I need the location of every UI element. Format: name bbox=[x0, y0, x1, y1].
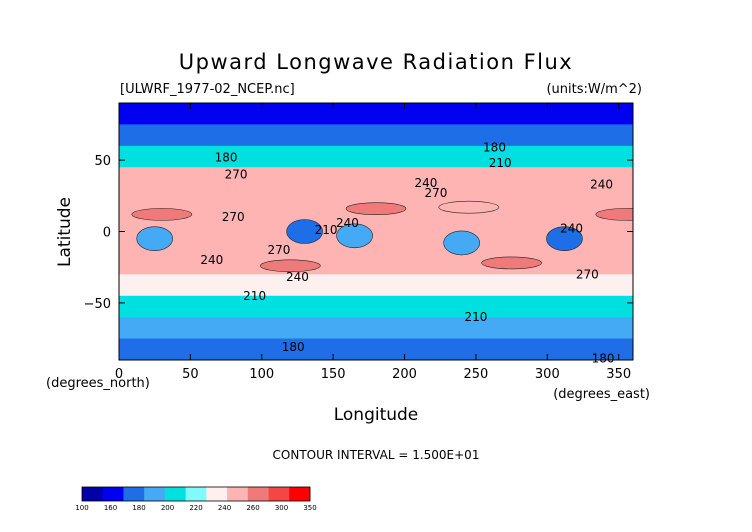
contour-label: 210 bbox=[315, 223, 338, 237]
contour-label: 180 bbox=[483, 140, 506, 154]
x-tick-label: 300 bbox=[535, 367, 560, 382]
y-tick-label: 50 bbox=[94, 154, 111, 169]
x-tick-label: 350 bbox=[606, 367, 631, 382]
colorbar-label: 200 bbox=[161, 504, 174, 512]
x-axis-ticks: 0 50 100 150 200 250 300 350 bbox=[115, 103, 631, 382]
colorbar-swatch bbox=[164, 487, 186, 501]
zonal-band bbox=[119, 295, 633, 318]
cold-spot bbox=[286, 219, 323, 244]
colorbar-label: 260 bbox=[246, 504, 259, 512]
chart-subtitle-file: [ULWRF_1977-02_NCEP.nc] bbox=[120, 82, 295, 97]
zonal-band bbox=[119, 145, 633, 168]
hot-spot bbox=[131, 208, 193, 221]
y-axis-ticks: −50 0 50 bbox=[84, 154, 633, 312]
x-tick-label: 100 bbox=[249, 367, 274, 382]
contour-label: 240 bbox=[200, 253, 223, 267]
hot-spot bbox=[345, 202, 407, 215]
chart-title: Upward Longwave Radiation Flux bbox=[179, 50, 573, 74]
chart-subtitle-units: (units:W/m^2) bbox=[546, 82, 642, 97]
colorbar-label: 220 bbox=[189, 504, 202, 512]
zonal-band bbox=[119, 274, 633, 297]
colorbar-swatch bbox=[289, 487, 311, 501]
contour-label: 240 bbox=[590, 177, 613, 191]
cold-spot bbox=[336, 223, 373, 249]
x-tick-label: 0 bbox=[115, 367, 123, 382]
contour-label: 210 bbox=[464, 310, 487, 324]
cold-spot bbox=[136, 226, 173, 251]
zonal-band bbox=[119, 210, 633, 233]
hot-spot bbox=[481, 256, 542, 270]
colorbar-swatch bbox=[102, 487, 124, 501]
contour-label: 270 bbox=[267, 243, 290, 257]
contour-label: 270 bbox=[225, 167, 248, 181]
x-tick-label: 200 bbox=[392, 367, 417, 382]
x-tick-label: 250 bbox=[464, 367, 489, 382]
y-tick-label: 0 bbox=[103, 226, 111, 241]
x-tick-label: 150 bbox=[321, 367, 346, 382]
zonal-band bbox=[119, 252, 633, 275]
zonal-band bbox=[119, 317, 633, 340]
contour-label: 270 bbox=[576, 267, 599, 281]
zonal-band bbox=[119, 103, 633, 126]
colorbar-label: 240 bbox=[218, 504, 231, 512]
heatmap-field bbox=[119, 103, 633, 360]
contour-label: 210 bbox=[489, 156, 512, 170]
contour-label: 270 bbox=[425, 186, 448, 200]
zonal-band bbox=[119, 231, 633, 254]
colorbar-swatch bbox=[185, 487, 207, 501]
y-tick-label: −50 bbox=[84, 297, 111, 312]
colorbar-label: 100 bbox=[75, 504, 88, 512]
cold-spot bbox=[443, 230, 480, 256]
zonal-band bbox=[119, 124, 633, 147]
colorbar-swatch bbox=[227, 487, 249, 501]
contour-label: 240 bbox=[336, 216, 359, 230]
contour-label: 240 bbox=[560, 222, 583, 236]
contour-label: 240 bbox=[286, 270, 309, 284]
hot-spot bbox=[595, 208, 633, 221]
contour-labels: 2702402702402102402102402701802702101802… bbox=[200, 140, 614, 365]
zonal-band bbox=[119, 188, 633, 211]
colorbar-swatch bbox=[144, 487, 166, 501]
colorbar: 100 160 180 200 220 240 260 300 350 bbox=[75, 486, 317, 512]
hot-spot bbox=[438, 200, 500, 214]
colorbar-label: 160 bbox=[104, 504, 117, 512]
colorbar-swatch bbox=[82, 487, 104, 501]
zonal-band bbox=[119, 167, 633, 190]
contour-label: 180 bbox=[215, 150, 238, 164]
hot-spot bbox=[260, 259, 321, 273]
x-unit-label: (degrees_east) bbox=[553, 387, 650, 402]
colorbar-label: 180 bbox=[132, 504, 145, 512]
colorbar-swatch bbox=[247, 487, 269, 501]
colorbar-label: 350 bbox=[303, 504, 316, 512]
zonal-band bbox=[119, 338, 633, 360]
x-tick-label: 50 bbox=[182, 367, 199, 382]
y-axis-label: Latitude bbox=[55, 197, 75, 267]
contour-label: 180 bbox=[282, 340, 305, 354]
contour-label: 240 bbox=[415, 176, 438, 190]
contour-label: 270 bbox=[222, 210, 245, 224]
colorbar-frame bbox=[81, 486, 311, 502]
cold-spot bbox=[546, 226, 583, 251]
contour-label: 210 bbox=[243, 289, 266, 303]
contour-label: 180 bbox=[592, 352, 615, 366]
colorbar-swatch bbox=[268, 487, 290, 501]
colorbar-label: 300 bbox=[275, 504, 288, 512]
contour-interval-note: CONTOUR INTERVAL = 1.500E+01 bbox=[273, 448, 480, 462]
colorbar-swatch bbox=[206, 487, 228, 501]
y-unit-label: (degrees_north) bbox=[46, 376, 150, 391]
x-axis-label: Longitude bbox=[334, 405, 419, 425]
colorbar-swatch bbox=[123, 487, 145, 501]
